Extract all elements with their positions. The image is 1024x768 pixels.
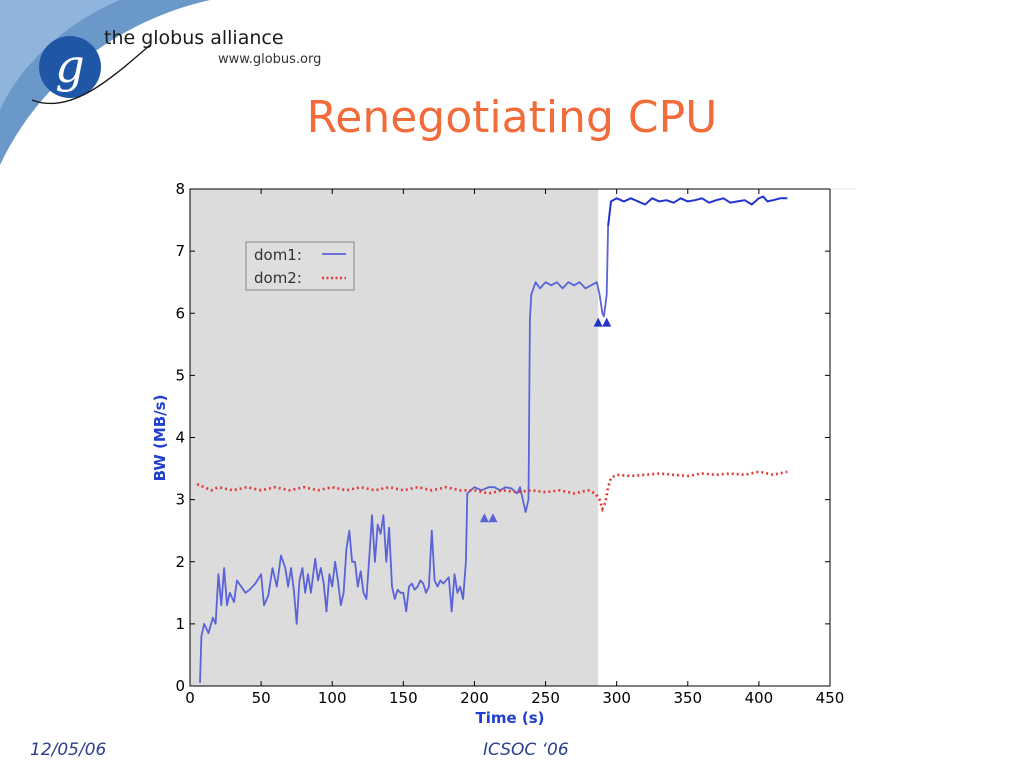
legend-box <box>245 241 355 291</box>
series-line-dom2 <box>196 470 788 513</box>
y-tick-label: 6 <box>175 304 185 322</box>
y-axis-label: BW (MB/s) <box>151 395 169 482</box>
y-tick-label: 0 <box>175 677 185 695</box>
x-tick-label: 0 <box>185 689 195 707</box>
legend-label-dom2: dom2: <box>254 269 302 287</box>
slide-title: Renegotiating CPU <box>306 92 718 143</box>
marker-triangle <box>488 513 498 523</box>
legend-label-dom1: dom1: <box>254 246 302 264</box>
x-tick-label: 200 <box>460 689 489 707</box>
y-tick-label: 1 <box>175 615 185 633</box>
footer-date: 12/05/06 <box>30 740 107 760</box>
x-tick-label: 350 <box>673 689 702 707</box>
marker-triangle <box>479 513 489 523</box>
y-tick-label: 5 <box>175 366 185 384</box>
globus-logo-name: the globus alliance <box>104 27 284 49</box>
x-tick-label: 50 <box>252 689 271 707</box>
y-tick-label: 2 <box>175 553 185 571</box>
y-tick-label: 4 <box>175 429 185 447</box>
corner-swoosh-highlight <box>0 0 120 110</box>
globus-logo-circle <box>39 36 101 98</box>
x-tick-label: 250 <box>531 689 560 707</box>
series-line-dom1-after <box>607 195 788 227</box>
x-tick-label: 300 <box>602 689 631 707</box>
x-tick-label: 450 <box>816 689 845 707</box>
bandwidth-chart: 0 50 100 150 200 250 300 350 400 450 0 1 2 3 4 5 6 7 8 dom… <box>151 180 855 727</box>
x-tick-label: 400 <box>745 689 774 707</box>
marker-triangle <box>602 317 612 327</box>
globus-logo-url: www.globus.org <box>218 52 322 67</box>
x-tick-label: 150 <box>389 689 418 707</box>
y-tick-label: 7 <box>175 242 185 260</box>
series-line-dom1 <box>199 226 609 683</box>
footer-conference: ICSOC ‘06 <box>483 740 569 760</box>
chart-legend: dom1: dom2: <box>245 241 355 291</box>
slide-decoration: g <box>0 0 210 165</box>
y-tick-label: 3 <box>175 491 185 509</box>
globus-logo-orbit <box>31 44 151 105</box>
y-tick-label: 8 <box>175 180 185 198</box>
x-tick-label: 100 <box>318 689 347 707</box>
x-axis-label: Time (s) <box>475 709 544 727</box>
globus-logo-letter: g <box>55 39 84 93</box>
marker-triangle <box>593 317 603 327</box>
